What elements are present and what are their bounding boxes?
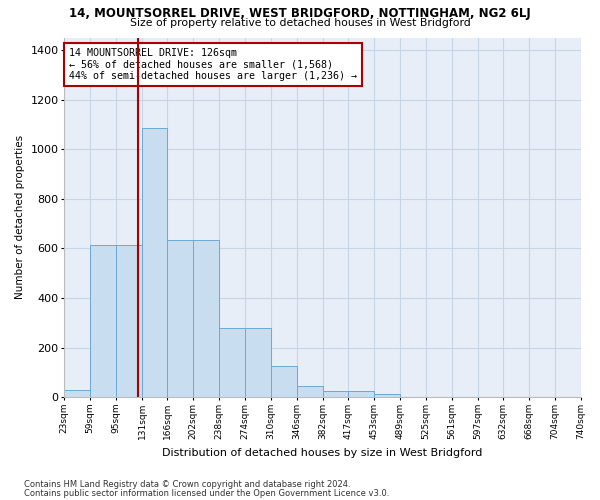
Bar: [297, 386, 323, 397]
Text: Contains public sector information licensed under the Open Government Licence v3: Contains public sector information licen…: [24, 489, 389, 498]
Bar: [64, 390, 90, 397]
Bar: [193, 240, 219, 397]
Bar: [271, 366, 297, 397]
Bar: [219, 328, 245, 397]
Bar: [90, 244, 116, 397]
Text: Contains HM Land Registry data © Crown copyright and database right 2024.: Contains HM Land Registry data © Crown c…: [24, 480, 350, 489]
Text: 14, MOUNTSORREL DRIVE, WEST BRIDGFORD, NOTTINGHAM, NG2 6LJ: 14, MOUNTSORREL DRIVE, WEST BRIDGFORD, N…: [69, 8, 531, 20]
Text: 14 MOUNTSORREL DRIVE: 126sqm
← 56% of detached houses are smaller (1,568)
44% of: 14 MOUNTSORREL DRIVE: 126sqm ← 56% of de…: [70, 48, 358, 82]
Text: Size of property relative to detached houses in West Bridgford: Size of property relative to detached ho…: [130, 18, 470, 28]
Bar: [116, 244, 142, 397]
X-axis label: Distribution of detached houses by size in West Bridgford: Distribution of detached houses by size …: [162, 448, 482, 458]
Bar: [142, 128, 167, 397]
Bar: [167, 240, 193, 397]
Bar: [348, 391, 374, 397]
Bar: [323, 391, 348, 397]
Y-axis label: Number of detached properties: Number of detached properties: [15, 136, 25, 300]
Bar: [245, 328, 271, 397]
Bar: [374, 394, 400, 397]
